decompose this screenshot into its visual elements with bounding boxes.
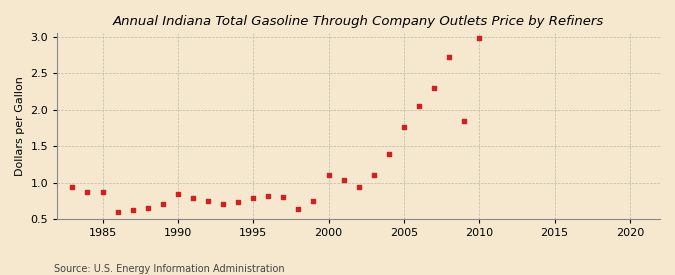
Point [353, 185, 364, 189]
Title: Annual Indiana Total Gasoline Through Company Outlets Price by Refiners: Annual Indiana Total Gasoline Through Co… [113, 15, 604, 28]
Point [157, 202, 168, 206]
Point [308, 199, 319, 203]
Point [338, 178, 349, 183]
Point [398, 125, 409, 130]
Point [67, 185, 78, 189]
Point [248, 196, 259, 200]
Point [414, 104, 425, 108]
Point [369, 172, 379, 177]
Point [459, 119, 470, 123]
Point [263, 194, 273, 199]
Point [128, 207, 138, 212]
Point [82, 190, 93, 194]
Point [173, 192, 184, 196]
Point [429, 86, 439, 90]
Point [97, 190, 108, 194]
Point [474, 35, 485, 40]
Text: Source: U.S. Energy Information Administration: Source: U.S. Energy Information Administ… [54, 264, 285, 274]
Point [112, 210, 123, 214]
Point [383, 152, 394, 156]
Point [293, 207, 304, 211]
Point [202, 199, 213, 203]
Point [217, 202, 228, 207]
Point [188, 196, 198, 200]
Point [443, 55, 454, 60]
Point [142, 206, 153, 210]
Y-axis label: Dollars per Gallon: Dollars per Gallon [15, 76, 25, 176]
Point [323, 173, 334, 177]
Point [233, 199, 244, 204]
Point [278, 195, 289, 199]
